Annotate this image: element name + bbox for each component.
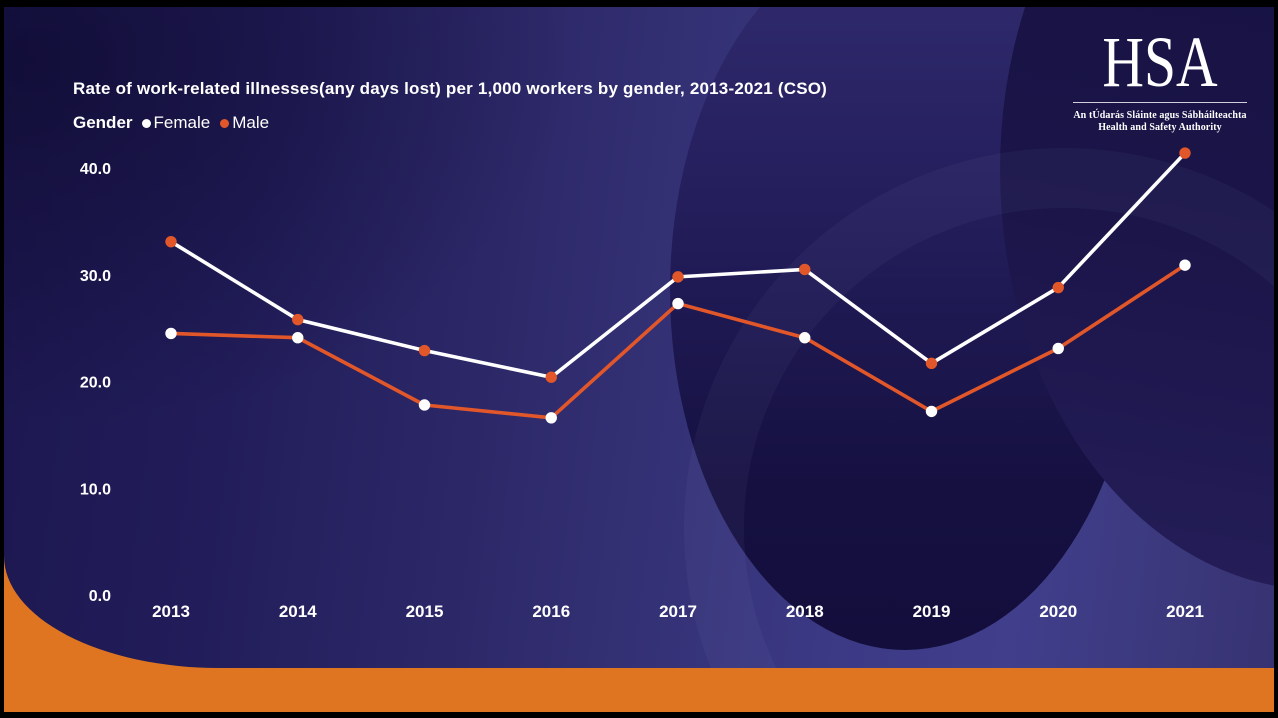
male-data-point: [1179, 259, 1191, 271]
x-axis-tick-label: 2018: [786, 602, 824, 621]
x-axis-tick-label: 2014: [279, 602, 317, 621]
female-data-point: [292, 313, 304, 326]
female-data-point: [418, 344, 431, 357]
hsa-logo-divider: [1073, 102, 1247, 103]
y-axis-tick-label: 40.0: [80, 161, 111, 178]
chart-legend: Gender Female Male: [73, 113, 279, 133]
legend-item-label-male: Male: [232, 113, 270, 132]
legend-item-label-female: Female: [153, 113, 211, 132]
legend-item-female: Female: [141, 113, 211, 133]
x-axis-tick-label: 2021: [1166, 602, 1204, 621]
male-data-point: [165, 327, 177, 340]
y-axis-tick-label: 0.0: [89, 588, 111, 605]
hsa-logo-subtitle-english: Health and Safety Authority: [1098, 122, 1222, 133]
hsa-logo-subtitle-irish: An tÚdarás Sláinte agus Sábháilteachta: [1073, 110, 1247, 121]
hsa-logo: HSA An tÚdarás Sláinte agus Sábháilteach…: [1060, 22, 1260, 134]
x-axis-tick-label: 2016: [532, 602, 570, 621]
legend-item-male: Male: [220, 113, 269, 133]
male-series-line: [169, 263, 1187, 420]
x-axis-tick-label: 2017: [659, 602, 697, 621]
male-data-point: [925, 405, 938, 418]
x-axis-tick-label: 2013: [152, 602, 190, 621]
female-swatch-icon: [141, 118, 151, 128]
female-data-point: [672, 271, 684, 283]
x-axis-tick-label: 2019: [913, 602, 951, 621]
slide: 0.0 10.0 20.0 30.0 40.0 2013 2014 2015 2016 2017 2…: [4, 7, 1274, 712]
male-swatch-icon: [220, 118, 230, 128]
female-data-point: [545, 371, 557, 383]
female-data-point: [925, 357, 938, 370]
female-data-point: [1179, 147, 1191, 159]
female-series-line: [169, 151, 1187, 380]
male-data-point: [1052, 342, 1064, 355]
female-data-point: [1052, 281, 1064, 294]
y-axis-tick-label: 30.0: [80, 268, 111, 285]
line-chart: 0.0 10.0 20.0 30.0 40.0 2013 2014 2015 2016 2017 2…: [80, 147, 1204, 621]
x-axis-tick-label: 2020: [1039, 602, 1077, 621]
legend-title: Gender: [73, 113, 133, 132]
female-data-point: [165, 235, 177, 248]
male-data-point: [292, 332, 304, 344]
female-data-point: [799, 263, 811, 276]
chart-title: Rate of work-related illnesses(any days …: [73, 79, 828, 98]
male-data-point: [799, 332, 811, 344]
male-data-point: [672, 297, 684, 310]
male-data-point: [545, 412, 557, 424]
y-axis-tick-label: 20.0: [80, 375, 111, 392]
hsa-logo-acronym: HSA: [1102, 22, 1218, 102]
y-axis-tick-label: 10.0: [80, 481, 111, 498]
slide-panel: 0.0 10.0 20.0 30.0 40.0 2013 2014 2015 2016 2017 2…: [4, 7, 1274, 668]
male-data-point: [418, 399, 431, 411]
x-axis-tick-label: 2015: [406, 602, 444, 621]
